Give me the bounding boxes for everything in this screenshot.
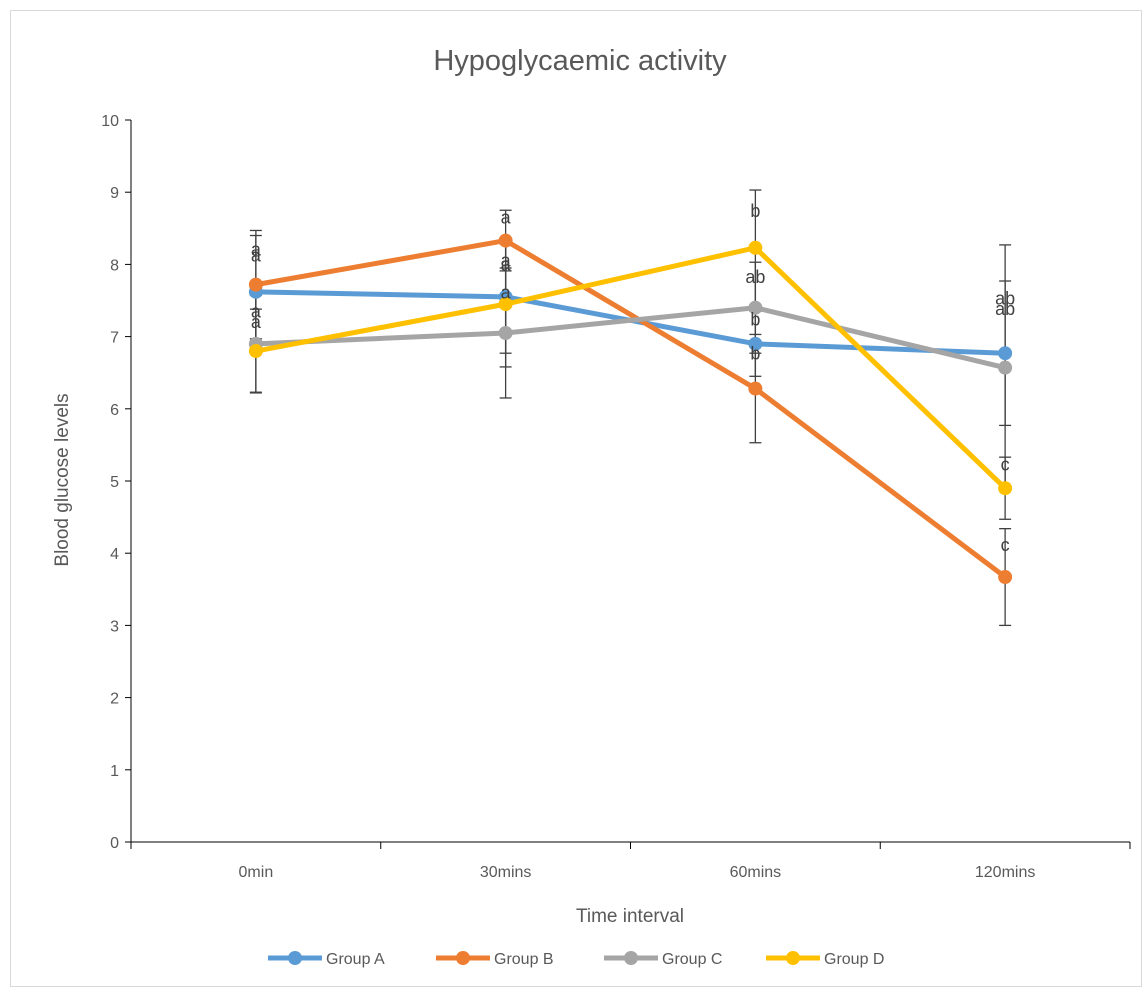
- series-line-4: [253, 245, 1008, 491]
- series-lines: [248, 233, 1013, 585]
- legend-entry-label: Group A: [326, 951, 385, 968]
- data-label: b: [750, 310, 760, 330]
- y-axis-title: Blood glucose levels: [52, 393, 73, 566]
- y-tick-label: 2: [110, 691, 119, 708]
- data-label: a: [251, 240, 262, 260]
- data-label: ab: [995, 288, 1015, 308]
- data-label: a: [501, 207, 512, 227]
- x-tick-label: 60mins: [730, 864, 782, 881]
- y-tick-label: 6: [110, 402, 119, 419]
- chart-title: Hypoglycaemic activity: [433, 45, 727, 77]
- y-tick-label: 10: [101, 113, 119, 130]
- data-label: a: [251, 302, 262, 322]
- y-tick-label: 8: [110, 257, 119, 274]
- x-axis: 0min 30mins 60mins 120mins: [130, 841, 1131, 881]
- data-point: [748, 300, 763, 315]
- data-point: [998, 346, 1013, 361]
- data-point: [498, 325, 513, 340]
- data-label: a: [501, 255, 512, 275]
- y-tick-label: 3: [110, 618, 119, 635]
- data-label: ab: [745, 267, 765, 287]
- series-line-2: [253, 238, 1008, 580]
- data-label: a: [501, 251, 512, 271]
- data-point: [998, 481, 1013, 496]
- data-label: a: [251, 312, 262, 332]
- x-axis-title: Time interval: [576, 906, 684, 927]
- y-tick-label: 7: [110, 330, 119, 347]
- data-label: c: [1001, 455, 1010, 475]
- data-point: [498, 297, 513, 312]
- data-label: a: [501, 283, 512, 303]
- x-tick-label: 0min: [239, 864, 274, 881]
- y-tick-label: 1: [110, 763, 119, 780]
- y-tick-label: 4: [110, 546, 119, 563]
- data-point: [998, 570, 1013, 585]
- data-point: [748, 381, 763, 396]
- chart-frame: [10, 10, 1142, 987]
- data-label: ab: [995, 299, 1015, 319]
- legend-swatch-marker: [456, 951, 470, 965]
- legend-entry-label: Group C: [662, 951, 722, 968]
- legend-entry-label: Group D: [824, 951, 884, 968]
- data-label: b: [750, 344, 760, 364]
- data-point: [748, 240, 763, 255]
- x-tick-label: 30mins: [480, 864, 532, 881]
- x-tick-label: 120mins: [975, 864, 1035, 881]
- data-label: a: [251, 246, 262, 266]
- legend-swatch-marker: [786, 951, 800, 965]
- data-point: [998, 360, 1013, 375]
- legend-entry-label: Group B: [494, 951, 554, 968]
- data-label: c: [1001, 535, 1010, 555]
- data-point: [248, 277, 263, 292]
- legend-swatch-marker: [624, 951, 638, 965]
- data-point: [248, 344, 263, 359]
- data-label: b: [750, 201, 760, 221]
- series-line-3: [253, 305, 1008, 371]
- y-tick-label: 0: [110, 835, 119, 852]
- y-axis: 0 1 2 3 4 5 6 7 8 9 10: [101, 113, 132, 852]
- legend: Group A Group B Group C Group D: [268, 951, 884, 968]
- data-point: [748, 336, 763, 351]
- y-tick-label: 5: [110, 474, 119, 491]
- y-tick-label: 9: [110, 185, 119, 202]
- error-bars: [249, 189, 1012, 627]
- data-point: [498, 233, 513, 248]
- legend-swatch-marker: [288, 951, 302, 965]
